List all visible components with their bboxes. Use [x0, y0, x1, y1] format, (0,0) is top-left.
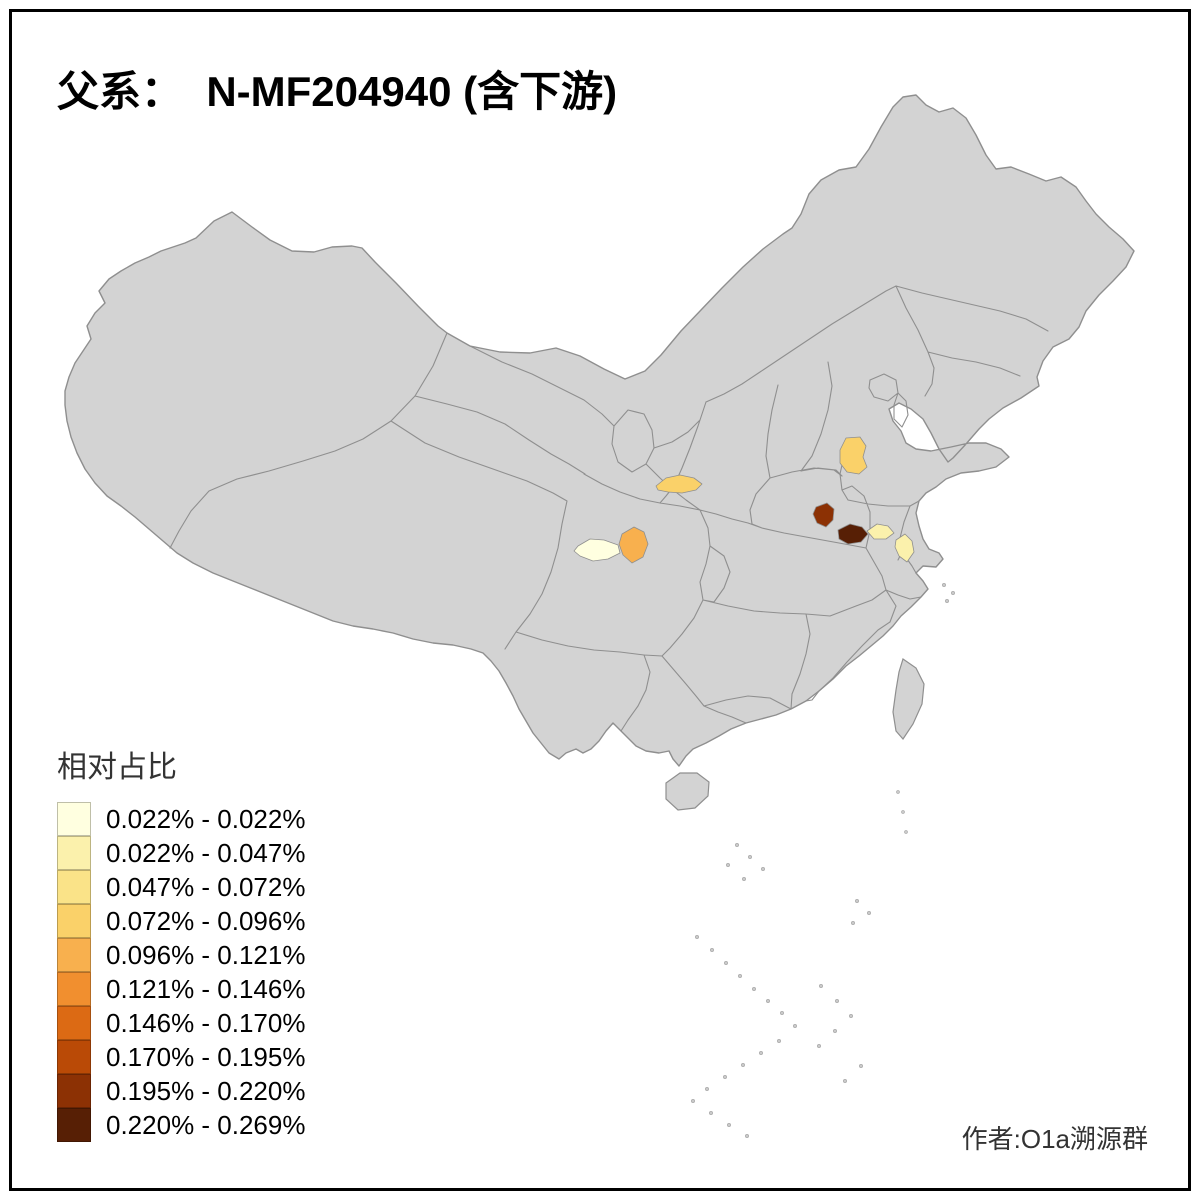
legend-item: 0.022% - 0.047% [57, 836, 305, 870]
map-region-sichuan-east [618, 526, 649, 564]
legend-swatch [57, 1040, 91, 1074]
legend-label: 0.096% - 0.121% [106, 939, 306, 970]
map-region-jiangsu-west [866, 523, 895, 540]
south-china-sea-islands [690, 582, 956, 1139]
page-title: 父系： N-MF204940 (含下游) [57, 68, 618, 115]
legend-swatch [57, 1108, 91, 1142]
legend-swatch [57, 1006, 91, 1040]
map-region-gansu-shaanxi [655, 474, 703, 494]
legend-swatch [57, 904, 91, 938]
legend-label: 0.220% - 0.269% [106, 1109, 306, 1140]
map-region-henan-north [812, 502, 835, 528]
legend-item: 0.170% - 0.195% [57, 1040, 305, 1074]
highlighted-regions [573, 436, 915, 564]
legend-swatch [57, 836, 91, 870]
legend-item: 0.220% - 0.269% [57, 1108, 305, 1142]
legend-item: 0.146% - 0.170% [57, 1006, 305, 1040]
legend-title: 相对占比 [57, 751, 177, 784]
mainland-outline [64, 94, 1135, 767]
legend-item: 0.195% - 0.220% [57, 1074, 305, 1108]
legend-item: 0.121% - 0.146% [57, 972, 305, 1006]
legend-label: 0.022% - 0.022% [106, 803, 306, 834]
legend-label: 0.022% - 0.047% [106, 837, 306, 868]
province-borders [169, 285, 1049, 732]
legend-item: 0.096% - 0.121% [57, 938, 305, 972]
legend-swatch [57, 1074, 91, 1108]
legend-swatch [57, 870, 91, 904]
attribution: 作者:O1a溯源群 [961, 1124, 1148, 1154]
map-region-jiangsu-south [894, 533, 915, 563]
legend-label: 0.121% - 0.146% [106, 973, 306, 1004]
legend-label: 0.072% - 0.096% [106, 905, 306, 936]
legend-swatch [57, 972, 91, 1006]
legend-label: 0.195% - 0.220% [106, 1075, 306, 1106]
legend-item: 0.022% - 0.022% [57, 802, 305, 836]
map-region-shandong-west [839, 436, 868, 475]
legend-label: 0.170% - 0.195% [106, 1041, 306, 1072]
legend-swatch [57, 938, 91, 972]
legend-label: 0.047% - 0.072% [106, 871, 306, 902]
legend: 相对占比 0.022% - 0.022% 0.022% - 0.047% 0.0… [57, 742, 305, 1142]
map-region-sichuan-west [573, 538, 621, 562]
legend-item: 0.047% - 0.072% [57, 870, 305, 904]
legend-swatch [57, 802, 91, 836]
hainan-island [665, 772, 710, 811]
taiwan-island [892, 658, 925, 740]
legend-label: 0.146% - 0.170% [106, 1007, 306, 1038]
map-region-henan-south [837, 523, 869, 545]
legend-item: 0.072% - 0.096% [57, 904, 305, 938]
